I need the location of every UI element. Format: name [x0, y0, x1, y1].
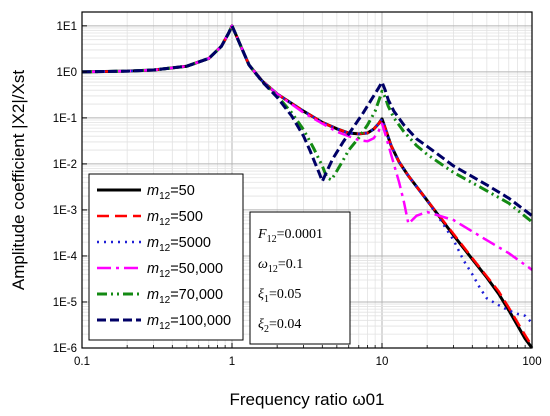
y-tick-label: 1E-1: [53, 113, 77, 125]
y-tick-label: 1E-4: [53, 251, 78, 263]
legend-label-5: m12=70,000: [147, 287, 223, 306]
param-label-4: ξ2=0.04: [258, 317, 301, 335]
x-tick-label: 100: [522, 356, 541, 368]
legend-label-6: m12=100,000: [147, 313, 231, 332]
y-tick-label: 1E1: [57, 21, 77, 33]
legend-label-3: m12=5000: [147, 235, 211, 254]
param-label-3: ξ1=0.05: [258, 287, 301, 305]
y-tick-label: 1E-6: [53, 343, 77, 355]
legend-label-1: m12=50: [147, 183, 195, 202]
legend-box: [88, 173, 244, 341]
parameters-box: F12=0.0001 ω12=0.1 ξ1=0.05 ξ2=0.04: [249, 211, 351, 345]
legend-label-4: m12=50,000: [147, 261, 223, 280]
y-tick-label: 1E-2: [53, 159, 77, 171]
y-tick-label: 1E0: [57, 67, 77, 79]
params-box: [249, 211, 351, 345]
param-label-1: F12=0.0001: [257, 227, 323, 245]
plot-area: [81, 24, 534, 349]
x-tick-label: 0.1: [74, 356, 90, 368]
param-label-2: ω12=0.1: [258, 257, 303, 275]
axis-labels: Frequency ratio ω01 Amplitude coefficient…: [9, 70, 385, 409]
x-tick-label: 1: [229, 356, 235, 368]
legend: m12=50 m12=500 m12=5000 m12=50,000 m12=70,00…: [88, 173, 244, 341]
x-tick-label: 10: [376, 356, 389, 368]
y-tick-label: 1E-5: [53, 297, 77, 309]
x-axis-label: Frequency ratio ω01: [229, 390, 384, 409]
series-line-4: [81, 24, 533, 271]
legend-label-2: m12=500: [147, 209, 203, 228]
y-tick-label: 1E-3: [53, 205, 77, 217]
axis-ticks: 0.1 1 10 100 1E-6 1E-5 1E-4 1E-3 1E-2 1E-1 1E0 1E1: [53, 21, 542, 368]
series-line-6: [81, 24, 533, 217]
y-axis-label: Amplitude coefficient |X2|/Xst: [9, 70, 28, 290]
plot-frame: [81, 11, 533, 349]
